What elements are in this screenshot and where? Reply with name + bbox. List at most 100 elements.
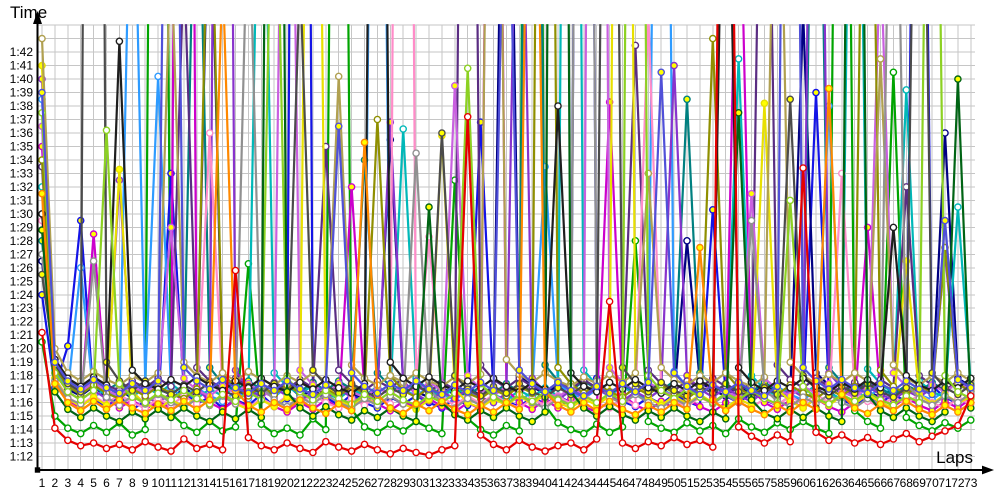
- data-point-marker: [889, 386, 898, 395]
- data-point-marker: [863, 409, 872, 418]
- data-point-marker: [902, 377, 911, 385]
- data-point-marker: [141, 409, 149, 418]
- x-tick-label: 49: [655, 476, 669, 490]
- x-tick-label: 67: [887, 476, 901, 490]
- data-point-marker: [296, 385, 304, 393]
- data-point-marker: [283, 377, 291, 385]
- x-tick-label: 72: [951, 476, 965, 490]
- data-point-marker: [747, 216, 756, 225]
- data-point-marker: [270, 429, 279, 438]
- data-point-marker: [850, 404, 859, 412]
- data-point-marker: [89, 386, 98, 395]
- x-tick-label: 57: [758, 476, 772, 490]
- data-point-marker: [218, 445, 227, 454]
- data-point-marker: [657, 68, 666, 77]
- data-point-marker: [721, 429, 730, 438]
- data-point-marker: [167, 223, 175, 232]
- data-point-marker: [180, 386, 188, 395]
- data-point-marker: [89, 230, 98, 238]
- x-tick-label: 43: [577, 476, 591, 490]
- data-point-marker: [231, 423, 240, 431]
- data-point-marker: [180, 363, 188, 372]
- data-point-marker: [876, 379, 885, 388]
- data-point-marker: [502, 355, 511, 364]
- data-point-marker: [605, 397, 614, 406]
- series-s21: [38, 24, 975, 400]
- x-tick-label: 48: [642, 476, 656, 490]
- data-point-marker: [876, 55, 885, 63]
- data-point-marker: [64, 424, 72, 433]
- data-point-marker: [528, 417, 537, 426]
- data-point-marker: [631, 387, 640, 396]
- y-tick-label: 1:39: [10, 86, 34, 100]
- x-tick-label: 28: [384, 476, 398, 490]
- data-point-marker: [154, 377, 162, 385]
- data-point-marker: [541, 387, 549, 396]
- data-point-marker: [205, 440, 214, 449]
- data-point-marker: [489, 408, 498, 416]
- data-point-marker: [734, 109, 743, 117]
- data-point-marker: [631, 410, 640, 419]
- data-point-marker: [889, 413, 898, 422]
- data-point-marker: [76, 413, 85, 422]
- data-point-marker: [683, 412, 691, 420]
- data-point-marker: [889, 361, 898, 369]
- series-group: [38, 24, 975, 460]
- data-point-marker: [231, 383, 240, 392]
- data-point-marker: [399, 386, 408, 395]
- data-point-marker: [567, 401, 575, 410]
- data-point-marker: [347, 369, 356, 377]
- y-tick-label: 1:22: [10, 315, 34, 329]
- data-point-marker: [915, 421, 924, 430]
- y-tick-label: 1:21: [10, 328, 34, 342]
- data-point-marker: [773, 431, 782, 439]
- data-point-marker: [373, 413, 382, 422]
- data-point-marker: [799, 398, 807, 407]
- data-point-marker: [902, 413, 911, 422]
- data-point-marker: [463, 410, 472, 419]
- data-point-marker: [902, 429, 911, 438]
- data-point-marker: [296, 378, 304, 387]
- data-point-marker: [489, 440, 498, 449]
- data-point-marker: [889, 223, 898, 232]
- data-point-marker: [128, 386, 137, 395]
- data-point-marker: [644, 437, 653, 446]
- x-tick-label: 38: [513, 476, 527, 490]
- data-point-marker: [683, 95, 691, 104]
- data-point-marker: [657, 386, 666, 395]
- data-point-marker: [296, 404, 304, 412]
- data-point-marker: [902, 383, 911, 392]
- data-point-marker: [360, 423, 369, 431]
- y-tick-label: 1:34: [10, 153, 34, 167]
- y-tick-label: 1:20: [10, 342, 34, 356]
- data-point-marker: [554, 418, 562, 427]
- data-point-marker: [115, 379, 124, 388]
- data-point-marker: [425, 451, 433, 460]
- data-point-marker: [489, 431, 498, 439]
- data-point-marker: [115, 37, 124, 46]
- y-tick-label: 1:26: [10, 261, 34, 275]
- data-point-marker: [386, 449, 395, 458]
- x-tick-label: 1: [39, 476, 46, 490]
- data-point-marker: [554, 378, 562, 387]
- data-point-marker: [747, 405, 756, 414]
- data-point-marker: [915, 437, 924, 446]
- x-tick-label: 73: [964, 476, 978, 490]
- data-point-marker: [399, 409, 408, 418]
- data-point-marker: [438, 397, 446, 406]
- data-point-marker: [89, 375, 98, 384]
- x-tick-label: 54: [719, 476, 733, 490]
- data-point-marker: [760, 99, 769, 108]
- data-point-marker: [386, 358, 395, 367]
- data-point-marker: [670, 379, 678, 388]
- data-point-marker: [657, 363, 666, 372]
- y-tick-label: 1:33: [10, 166, 34, 180]
- y-tick-label: 1:28: [10, 234, 34, 248]
- data-point-marker: [64, 387, 72, 396]
- data-point-marker: [102, 383, 111, 392]
- data-point-marker: [915, 398, 924, 407]
- data-point-marker: [360, 440, 369, 449]
- data-point-marker: [476, 431, 485, 439]
- series-s22: [38, 24, 975, 460]
